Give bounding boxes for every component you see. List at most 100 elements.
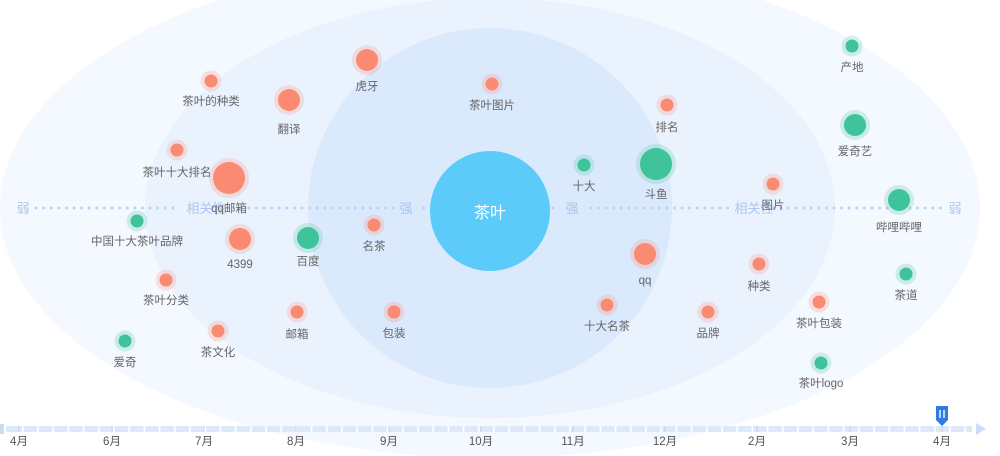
keyword-node[interactable]: 排名 [656,94,679,135]
timeline-tick-label[interactable]: 10月 [469,436,493,448]
timeline-track-gap [660,426,662,432]
timeline-track-gap [326,426,328,432]
timeline-tick-label[interactable]: 7月 [195,436,213,448]
timeline-track-gap [949,426,951,432]
node-circle[interactable] [367,218,381,232]
node-circle[interactable] [159,273,173,287]
node-circle[interactable] [211,324,225,338]
node-circle[interactable] [130,214,144,228]
pause-handle-icon[interactable] [936,406,948,426]
keyword-node[interactable]: 茶叶十大排名 [143,139,212,180]
keyword-node[interactable]: 茶叶图片 [469,73,515,113]
timeline-tick-label[interactable]: 9月 [380,436,398,448]
timeline-tick-label[interactable]: 2月 [748,436,766,448]
timeline-track-gap [265,426,267,432]
timeline-track-gap [523,426,526,432]
keyword-node[interactable]: 邮箱 [286,301,309,342]
node-circle[interactable] [278,89,300,111]
keyword-node[interactable]: 包装 [383,301,406,341]
node-circle[interactable] [213,162,245,194]
node-circle[interactable] [290,305,304,319]
axis-dot [665,206,669,210]
timeline-track-gap [82,426,85,432]
axis-dot [361,206,365,210]
keyword-node[interactable]: 十大 [573,154,596,194]
keyword-node[interactable]: 茶叶包装 [796,291,842,331]
node-circle[interactable] [577,158,591,172]
keyword-node[interactable]: 中国十大茶叶品牌 [91,210,183,249]
node-circle[interactable] [118,334,132,348]
keyword-node[interactable]: 茶叶logo [799,352,844,391]
timeline-track-gap [493,426,495,432]
timeline: 4月 6月 7月 8月 9月 10月 11月 12月 2月 3月 4月 [0,406,986,448]
keyword-node[interactable]: 爱奇 [114,330,137,370]
center-circle[interactable] [430,151,550,271]
node-circle[interactable] [660,98,674,112]
node-circle[interactable] [634,243,656,265]
keyword-node[interactable]: qq邮箱 [209,158,249,215]
axis-dot [862,206,866,210]
node-circle[interactable] [204,74,218,88]
keyword-node[interactable]: 茶道 [895,263,918,303]
axis-dot [110,206,114,210]
timeline-tick-label[interactable]: 8月 [287,436,305,448]
node-circle[interactable] [844,114,866,136]
timeline-track-gap [462,426,465,432]
node-circle[interactable] [387,305,401,319]
keyword-node[interactable]: 茶叶分类 [143,269,189,308]
keyword-node[interactable]: 4399 [225,224,255,271]
timeline-track-gap [143,426,146,432]
node-circle[interactable] [814,356,828,370]
node-circle[interactable] [600,298,614,312]
node-circle[interactable] [485,77,499,91]
keyword-node[interactable]: 茶叶的种类 [182,70,240,109]
timeline-tick-label[interactable]: 12月 [653,436,677,448]
timeline-tick-label[interactable]: 4月 [10,436,28,448]
node-label: 茶叶十大排名 [143,165,212,179]
timeline-tick-label[interactable]: 4月 [933,436,951,448]
node-circle[interactable] [701,305,715,319]
node-circle[interactable] [297,227,319,249]
scale-label-strong-right: 强 [565,201,578,216]
axis-dot [118,206,122,210]
timeline-play-arrow-icon[interactable] [976,423,986,435]
keyword-node[interactable]: 虎牙 [352,45,382,93]
node-circle[interactable] [229,228,251,250]
node-circle[interactable] [899,267,913,281]
center-node[interactable]: 茶叶 [430,151,550,271]
keyword-node[interactable]: 斗鱼 [636,144,676,201]
keyword-node[interactable]: 种类 [748,253,771,294]
node-circle[interactable] [812,295,826,309]
axis-dot [285,206,289,210]
node-circle[interactable] [170,143,184,157]
keyword-node[interactable]: 图片 [762,173,785,213]
axis-dot [726,206,730,210]
node-circle[interactable] [888,189,910,211]
node-circle[interactable] [752,257,766,271]
node-circle[interactable] [640,148,672,180]
node-label: 茶叶图片 [469,99,515,112]
timeline-track[interactable] [6,426,972,432]
keyword-node[interactable]: 茶文化 [201,320,236,360]
keyword-node[interactable]: 名茶 [363,214,386,254]
keyword-node[interactable]: qq [630,239,660,287]
axis-dot [95,206,99,210]
keyword-node[interactable]: 爱奇艺 [838,110,873,158]
timeline-tick-label[interactable]: 3月 [841,436,859,448]
node-circle[interactable] [766,177,780,191]
node-circle[interactable] [356,49,378,71]
timeline-track-gap [554,426,556,432]
node-label: 种类 [748,279,771,293]
timeline-track-gap [736,426,738,432]
keyword-node[interactable]: 产地 [841,35,864,75]
keyword-node[interactable]: 哔哩哔哩 [876,185,922,234]
node-circle[interactable] [845,39,859,53]
keyword-node[interactable]: 十大名茶 [584,294,630,334]
keyword-node[interactable]: 翻译 [274,85,304,136]
timeline-tick-label[interactable]: 6月 [103,436,121,448]
timeline-handle-body[interactable] [936,406,948,426]
keyword-node[interactable]: 百度 [293,223,323,268]
scale-label-related-right: 相关性 [734,201,773,216]
timeline-tick-label[interactable]: 11月 [561,436,584,448]
keyword-node[interactable]: 品牌 [697,301,720,341]
